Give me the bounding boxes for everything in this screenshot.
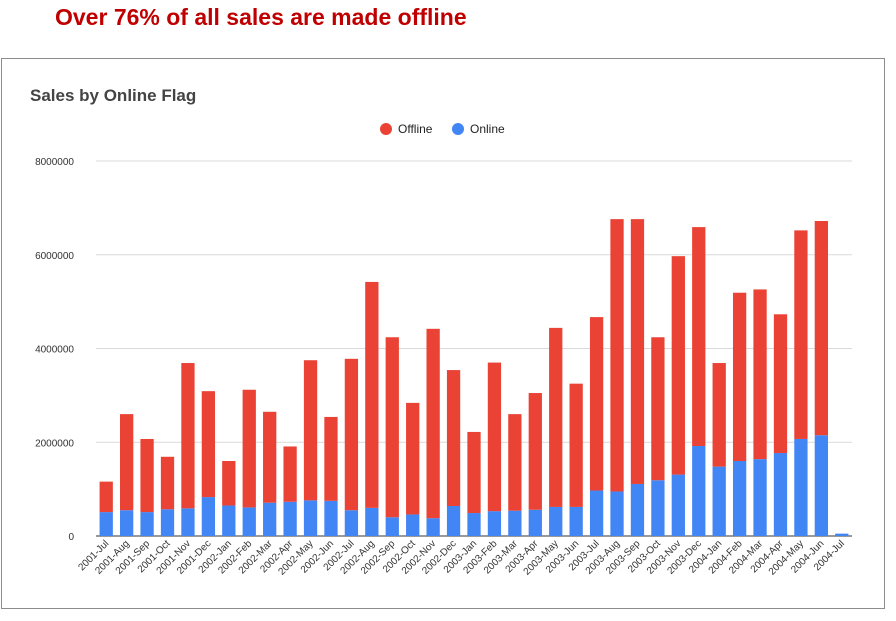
bar-online — [406, 514, 420, 536]
y-tick-label: 2000000 — [35, 438, 74, 449]
bar-offline — [344, 358, 359, 511]
bar-offline — [201, 391, 216, 498]
legend-swatch — [380, 123, 392, 135]
bar-online — [99, 512, 113, 536]
bar-online — [344, 510, 359, 536]
bar-online — [794, 438, 808, 536]
bar-offline — [773, 314, 788, 454]
bar-offline — [549, 327, 563, 507]
bar-online — [201, 497, 216, 536]
bar-offline — [120, 414, 134, 511]
bar-online — [242, 507, 256, 536]
headline: Over 76% of all sales are made offline — [55, 4, 467, 30]
bar-offline — [589, 317, 604, 491]
bar-online — [120, 510, 134, 536]
bar-offline — [487, 362, 502, 512]
legend-label: Online — [470, 122, 505, 136]
bar-online — [426, 518, 440, 536]
y-tick-label: 4000000 — [35, 345, 74, 356]
bar-online — [630, 483, 645, 536]
bar-offline — [140, 438, 154, 513]
bar-offline — [222, 461, 236, 506]
bar-online — [671, 474, 685, 536]
legend-label: Offline — [398, 122, 433, 136]
legend-swatch — [452, 123, 464, 135]
bar-online — [222, 505, 236, 536]
bar-offline — [508, 414, 522, 511]
bar-offline — [651, 337, 665, 481]
bar-offline — [303, 360, 318, 501]
chart-card: Sales by Online Flag Offline Online 0 2000… — [1, 58, 885, 609]
x-axis: 2001-Jul2001-Aug2001-Sep2001-Oct2001-Nov… — [76, 538, 846, 578]
gridlines — [96, 160, 852, 537]
y-axis: 0 2000000 4000000 6000000 8000000 — [35, 157, 74, 543]
bar-offline — [692, 227, 706, 446]
bar-offline — [753, 289, 767, 460]
bar-offline — [385, 337, 399, 518]
bar-online — [712, 466, 726, 536]
bar-offline — [446, 370, 461, 506]
bar-offline — [283, 446, 297, 502]
bar-offline — [242, 389, 256, 508]
bar-online — [692, 446, 706, 536]
bar-online — [324, 500, 338, 536]
bar-online — [835, 533, 849, 536]
bar-online — [283, 501, 297, 536]
bar-offline — [406, 402, 420, 515]
chart-title: Sales by Online Flag — [30, 86, 196, 105]
y-tick-label: 0 — [68, 532, 74, 543]
bar-offline — [630, 219, 645, 484]
bar-offline — [160, 456, 175, 510]
bar-online — [589, 490, 604, 536]
bar-online — [446, 506, 461, 536]
bar-online — [181, 508, 195, 536]
bar-offline — [181, 363, 195, 509]
bar-online — [263, 502, 277, 536]
sales-chart: Sales by Online Flag Offline Online 0 2000… — [30, 86, 852, 578]
bar-offline — [610, 219, 624, 492]
bar-online — [508, 510, 522, 536]
bar-online — [160, 509, 175, 536]
bar-online — [528, 509, 542, 536]
legend: Offline Online — [380, 122, 505, 136]
bar-online — [569, 506, 583, 536]
bar-online — [385, 517, 399, 536]
bar-offline — [569, 383, 583, 507]
bar-online — [467, 513, 481, 536]
bar-online — [549, 506, 563, 536]
bar-offline — [528, 393, 542, 510]
bar-offline — [712, 363, 726, 467]
bar-online — [773, 453, 788, 536]
bars — [99, 219, 849, 536]
bar-offline — [426, 328, 440, 519]
bar-online — [140, 512, 154, 536]
bar-offline — [365, 281, 379, 508]
bar-offline — [814, 221, 828, 436]
bar-offline — [467, 431, 481, 514]
bar-offline — [732, 292, 747, 461]
bar-online — [651, 480, 665, 536]
bar-offline — [324, 416, 338, 501]
bar-online — [610, 491, 624, 536]
bar-online — [303, 500, 318, 536]
bar-online — [365, 507, 379, 536]
y-tick-label: 8000000 — [35, 157, 74, 168]
bar-online — [814, 435, 828, 536]
bar-offline — [794, 230, 808, 439]
bar-online — [753, 459, 767, 536]
bar-offline — [671, 256, 685, 475]
y-tick-label: 6000000 — [35, 251, 74, 262]
bar-online — [732, 461, 747, 536]
bar-offline — [263, 411, 277, 503]
bar-online — [487, 511, 502, 536]
bar-offline — [99, 481, 113, 513]
